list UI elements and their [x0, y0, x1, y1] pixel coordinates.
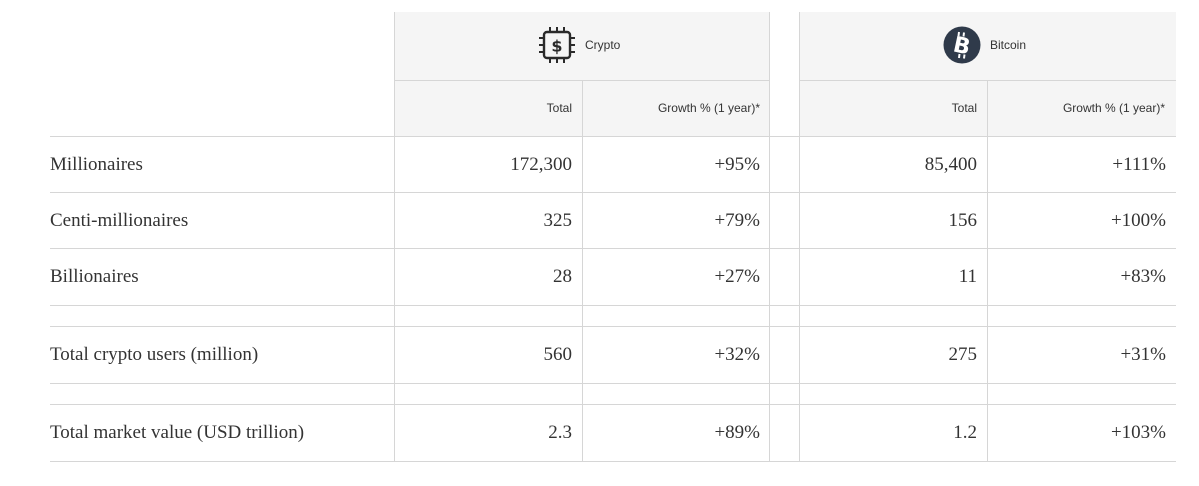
col-divider [582, 80, 583, 461]
bitcoin-growth-cell: +111% [1112, 154, 1166, 175]
svg-text:$: $ [551, 37, 562, 56]
bitcoin-total-cell: 85,400 [924, 154, 977, 175]
bitcoin-total-cell: 156 [948, 210, 978, 231]
crypto-total-cell: 560 [543, 344, 573, 365]
row-label: Total market value (USD trillion) [50, 422, 305, 443]
bitcoin-group-title: Bitcoin [990, 38, 1027, 52]
row-divider [50, 326, 1176, 327]
crypto-group-title: Crypto [585, 38, 621, 52]
bitcoin-total-header: Total [951, 101, 977, 115]
col-divider [987, 80, 988, 461]
crypto-total-cell: 28 [553, 266, 572, 287]
col-divider [394, 12, 395, 461]
bitcoin-growth-header: Growth % (1 year)* [1062, 101, 1165, 115]
col-divider [799, 12, 800, 461]
bitcoin-growth-cell: +83% [1120, 266, 1166, 287]
row-label: Billionaires [50, 266, 139, 287]
crypto-growth-cell: +32% [714, 344, 760, 365]
row-divider [50, 192, 1176, 193]
crypto-growth-cell: +79% [714, 210, 760, 231]
header-divider-bitcoin [800, 80, 1176, 81]
col-divider [769, 12, 770, 461]
crypto-total-header: Total [546, 101, 572, 115]
row-divider [50, 305, 1176, 306]
row-divider [50, 461, 1176, 462]
crypto-total-cell: 2.3 [548, 422, 572, 443]
crypto-chip-dollar-icon: $ [538, 26, 576, 64]
crypto-growth-header: Growth % (1 year)* [657, 101, 760, 115]
crypto-growth-cell: +95% [714, 154, 760, 175]
row-divider [50, 248, 1176, 249]
bitcoin-icon: B [943, 26, 981, 64]
bitcoin-total-cell: 1.2 [953, 422, 977, 443]
row-label: Centi-millionaires [50, 210, 189, 231]
crypto-total-cell: 325 [543, 210, 573, 231]
bitcoin-total-cell: 11 [958, 266, 977, 287]
row-label: Millionaires [50, 154, 143, 175]
bitcoin-total-cell: 275 [948, 344, 978, 365]
bitcoin-header-bg [800, 12, 1176, 136]
row-divider [50, 404, 1176, 405]
bitcoin-growth-cell: +31% [1120, 344, 1166, 365]
crypto-growth-cell: +89% [714, 422, 760, 443]
bitcoin-growth-cell: +100% [1110, 210, 1166, 231]
row-divider [50, 136, 1176, 137]
row-label: Total crypto users (million) [50, 344, 259, 365]
bitcoin-growth-cell: +103% [1110, 422, 1166, 443]
svg-text:B: B [951, 32, 973, 60]
crypto-growth-cell: +27% [714, 266, 760, 287]
row-divider [50, 383, 1176, 384]
crypto-total-cell: 172,300 [510, 154, 572, 175]
